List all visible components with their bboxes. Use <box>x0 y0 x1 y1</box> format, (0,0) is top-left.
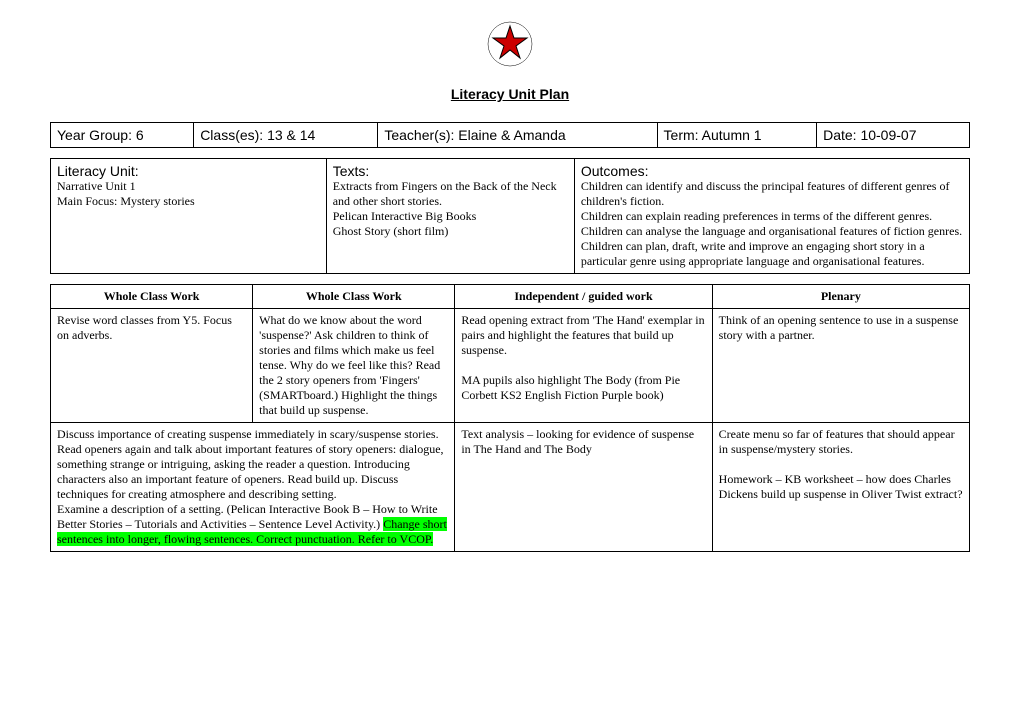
page-title: Literacy Unit Plan <box>50 86 970 102</box>
row1-col4: Think of an opening sentence to use in a… <box>712 309 969 423</box>
table-row: Revise word classes from Y5. Focus on ad… <box>51 309 970 423</box>
literacy-unit-label: Literacy Unit: <box>57 163 320 179</box>
term-cell: Term: Autumn 1 <box>657 123 817 148</box>
literacy-unit-line1: Narrative Unit 1 <box>57 179 320 194</box>
row2-col1: Discuss importance of creating suspense … <box>51 423 455 552</box>
table-row: Discuss importance of creating suspense … <box>51 423 970 552</box>
work-header-3: Independent / guided work <box>455 285 712 309</box>
texts-cell: Texts: Extracts from Fingers on the Back… <box>326 159 574 274</box>
row1-col3-para1: Read opening extract from 'The Hand' exe… <box>461 313 705 358</box>
logo-container <box>50 20 970 71</box>
row1-col1: Revise word classes from Y5. Focus on ad… <box>51 309 253 423</box>
unit-table: Literacy Unit: Narrative Unit 1 Main Foc… <box>50 158 970 274</box>
outcomes-line2: Children can explain reading preferences… <box>581 209 963 224</box>
row1-col3: Read opening extract from 'The Hand' exe… <box>455 309 712 423</box>
year-group-cell: Year Group: 6 <box>51 123 194 148</box>
row2-col3-para1: Create menu so far of features that shou… <box>719 427 963 457</box>
outcomes-label: Outcomes: <box>581 163 963 179</box>
row1-col2: What do we know about the word 'suspense… <box>253 309 455 423</box>
date-cell: Date: 10-09-07 <box>817 123 970 148</box>
texts-line1: Extracts from Fingers on the Back of the… <box>333 179 568 209</box>
row2-col2: Text analysis – looking for evidence of … <box>455 423 712 552</box>
literacy-unit-cell: Literacy Unit: Narrative Unit 1 Main Foc… <box>51 159 327 274</box>
teachers-cell: Teacher(s): Elaine & Amanda <box>378 123 657 148</box>
classes-cell: Class(es): 13 & 14 <box>194 123 378 148</box>
school-logo <box>485 20 535 71</box>
work-table: Whole Class Work Whole Class Work Indepe… <box>50 284 970 552</box>
texts-label: Texts: <box>333 163 568 179</box>
outcomes-cell: Outcomes: Children can identify and disc… <box>574 159 969 274</box>
outcomes-line3: Children can analyse the language and or… <box>581 224 963 239</box>
work-header-4: Plenary <box>712 285 969 309</box>
row1-col3-para2: MA pupils also highlight The Body (from … <box>461 373 705 403</box>
literacy-unit-line2: Main Focus: Mystery stories <box>57 194 320 209</box>
info-table: Year Group: 6 Class(es): 13 & 14 Teacher… <box>50 122 970 148</box>
row2-col1-para2: Examine a description of a setting. (Pel… <box>57 502 438 531</box>
texts-line3: Ghost Story (short film) <box>333 224 568 239</box>
work-header-1: Whole Class Work <box>51 285 253 309</box>
outcomes-line4: Children can plan, draft, write and impr… <box>581 239 963 269</box>
row2-col1-para1: Discuss importance of creating suspense … <box>57 427 448 502</box>
work-header-2: Whole Class Work <box>253 285 455 309</box>
row2-col3: Create menu so far of features that shou… <box>712 423 969 552</box>
row2-col3-para2: Homework – KB worksheet – how does Charl… <box>719 472 963 502</box>
texts-line2: Pelican Interactive Big Books <box>333 209 568 224</box>
outcomes-line1: Children can identify and discuss the pr… <box>581 179 963 209</box>
